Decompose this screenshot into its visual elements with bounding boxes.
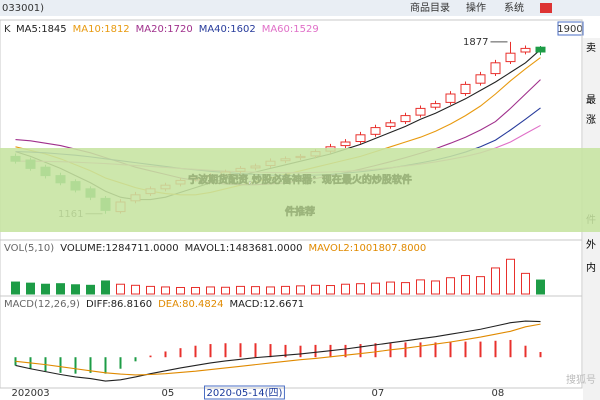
volume-bar [431,280,440,295]
candle-body [445,93,456,103]
volume-bar [371,282,380,295]
indicator-label: MAVOL1:1483681.0000 [185,243,303,254]
volume-bar [446,277,455,295]
candle-body [535,46,546,53]
menu-item[interactable]: 操作 [466,1,486,14]
candle-body [400,115,411,123]
indicator-label: DIFF:86.8160 [86,299,152,310]
candle-body [460,83,471,95]
indicator-label: MACD(12,26,9) [4,299,80,310]
volume-bar [266,286,275,295]
banner-text: 件推荐 [285,205,315,218]
volume-bar [296,285,305,295]
volume-bar [341,283,350,295]
indicator-label: VOLUME:1284711.0000 [60,243,178,254]
candle-body [340,141,351,147]
cursor-date-box [204,385,285,400]
sidebar-char: 涨 [586,114,596,126]
candle-body [505,52,516,63]
volume-bar [386,281,395,295]
volume-bar [476,276,485,295]
volume-bar [326,285,335,295]
volume-bar [236,285,245,295]
sidebar-char: 最 [586,94,596,106]
indicator-label: VOL(5,10) [4,243,54,254]
volume-bar [41,283,50,295]
volume-bar [116,283,125,295]
x-tick-label: 07 [372,388,385,399]
volume-bar [401,282,410,295]
close-button[interactable] [540,3,552,13]
banner-text: 宁波期货配资,炒股必备神器：现在最火的炒股软件 [188,173,412,186]
volume-bar [146,285,155,295]
volume-bar [416,279,425,295]
period-label: K [4,24,11,35]
banner [0,148,600,232]
volume-bar [536,279,545,295]
volume-bar [11,281,20,295]
candle-body [385,122,396,127]
sidebar-char: 外 [586,239,596,251]
code-fragment: 033001) [2,3,44,14]
x-tick-label: 202003 [12,388,50,399]
legend-entry: MA10:1812 [73,24,130,35]
indicator-label: DEA:80.4824 [158,299,223,310]
volume-bar [86,284,95,295]
volume-bar [521,272,530,295]
volume-bar [221,286,230,295]
x-tick-label: 08 [492,388,505,399]
candle-body [475,74,486,84]
volume-bar [131,284,140,295]
dea-line [15,323,541,376]
volume-bar [356,283,365,295]
diff-line [15,320,541,382]
volume-bar [281,285,290,295]
price-box-text: 1900 [557,24,582,35]
macd-panel [0,295,583,389]
menu-item[interactable]: 商品目录 [410,1,450,14]
candle-body [520,47,531,53]
volume-bar [26,282,35,295]
indicator-label: MACD:12.6671 [229,299,304,310]
candle-body [430,103,441,108]
sidebar-char: 内 [586,261,596,274]
volume-bar [161,286,170,295]
candle-body [355,134,366,143]
volume-bar [461,275,470,295]
x-tick-label: 2020-05-14(四) [207,388,283,399]
volume-bar [101,280,110,295]
volume-bar [311,284,320,295]
legend-entry: MA40:1602 [199,24,256,35]
x-tick-label: 05 [162,388,175,399]
volume-bar [506,258,515,295]
volume-bar [176,286,185,295]
price-box [557,21,584,36]
candle-body [370,127,381,135]
volume-bar [251,286,260,295]
volume-bar [191,286,200,295]
annotation-label: 1877 [463,37,488,48]
sidebar-char[interactable]: 卖 [586,42,596,54]
title-bar [0,0,600,16]
indicator-label: MAVOL2:1001807.8000 [308,243,426,254]
candle-body [490,62,501,75]
volume-bar [71,284,80,295]
legend-entry: MA60:1529 [262,24,319,35]
legend-entry: MA5:1845 [16,24,67,35]
volume-bar [491,267,500,295]
menu-item[interactable]: 系统 [504,1,524,14]
legend-entry: MA20:1720 [136,24,193,35]
watermark: 搜狐号 [566,373,596,386]
candle-body [415,107,426,116]
volume-bar [56,283,65,295]
volume-bar [206,286,215,295]
